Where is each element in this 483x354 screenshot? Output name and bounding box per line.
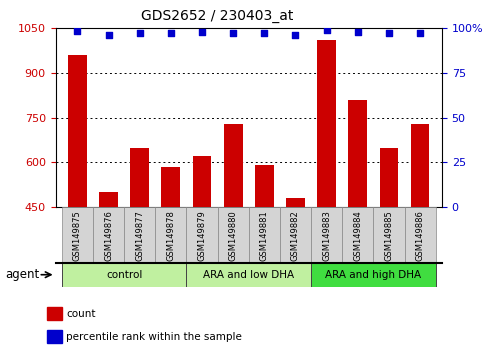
Bar bbox=[47, 330, 62, 343]
Text: GSM149885: GSM149885 bbox=[384, 210, 394, 261]
Text: GSM149886: GSM149886 bbox=[416, 210, 425, 261]
Point bbox=[385, 30, 393, 36]
Text: ARA and low DHA: ARA and low DHA bbox=[203, 270, 294, 280]
Bar bbox=[62, 262, 186, 287]
Point bbox=[105, 32, 113, 38]
Bar bbox=[411, 124, 429, 207]
Bar bbox=[62, 207, 93, 263]
Text: GSM149876: GSM149876 bbox=[104, 210, 113, 261]
Bar bbox=[124, 207, 155, 263]
Text: GSM149883: GSM149883 bbox=[322, 210, 331, 261]
Text: GSM149877: GSM149877 bbox=[135, 210, 144, 261]
Text: GDS2652 / 230403_at: GDS2652 / 230403_at bbox=[141, 9, 294, 23]
Text: control: control bbox=[106, 270, 142, 280]
Bar bbox=[373, 207, 405, 263]
Bar bbox=[405, 207, 436, 263]
Bar bbox=[380, 148, 398, 207]
Bar bbox=[286, 198, 305, 207]
Bar bbox=[161, 167, 180, 207]
Text: GSM149875: GSM149875 bbox=[73, 210, 82, 261]
Bar bbox=[186, 262, 311, 287]
Bar bbox=[155, 207, 186, 263]
Bar bbox=[68, 55, 87, 207]
Bar bbox=[249, 207, 280, 263]
Bar bbox=[311, 207, 342, 263]
Point bbox=[229, 30, 237, 36]
Text: GSM149884: GSM149884 bbox=[353, 210, 362, 261]
Text: ARA and high DHA: ARA and high DHA bbox=[326, 270, 422, 280]
Point bbox=[260, 30, 268, 36]
Text: GSM149882: GSM149882 bbox=[291, 210, 300, 261]
Text: GSM149878: GSM149878 bbox=[166, 210, 175, 261]
Point bbox=[354, 29, 362, 35]
Text: GSM149881: GSM149881 bbox=[260, 210, 269, 261]
Bar bbox=[47, 307, 62, 320]
Bar bbox=[317, 40, 336, 207]
Bar bbox=[311, 262, 436, 287]
Bar bbox=[217, 207, 249, 263]
Bar bbox=[130, 148, 149, 207]
Point bbox=[167, 30, 175, 36]
Bar bbox=[280, 207, 311, 263]
Bar bbox=[186, 207, 217, 263]
Text: percentile rank within the sample: percentile rank within the sample bbox=[66, 332, 242, 342]
Point bbox=[416, 30, 424, 36]
Point bbox=[73, 28, 81, 34]
Bar bbox=[93, 207, 124, 263]
Text: GSM149880: GSM149880 bbox=[228, 210, 238, 261]
Bar bbox=[255, 165, 274, 207]
Point bbox=[136, 30, 143, 36]
Text: count: count bbox=[66, 309, 96, 319]
Bar bbox=[348, 100, 367, 207]
Bar bbox=[193, 156, 212, 207]
Text: GSM149879: GSM149879 bbox=[198, 210, 207, 261]
Text: agent: agent bbox=[5, 268, 39, 281]
Bar bbox=[99, 192, 118, 207]
Bar bbox=[342, 207, 373, 263]
Bar bbox=[224, 124, 242, 207]
Point bbox=[198, 29, 206, 35]
Point bbox=[323, 27, 330, 33]
Point bbox=[292, 32, 299, 38]
